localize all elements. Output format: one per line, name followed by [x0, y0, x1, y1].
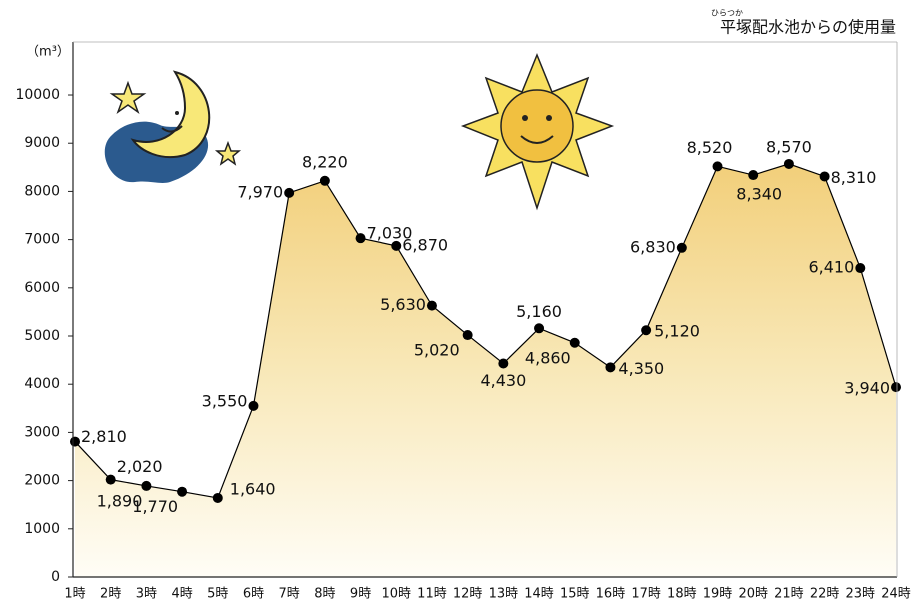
point: [177, 486, 188, 497]
point: [819, 171, 830, 182]
point: [641, 325, 652, 336]
y-tick-label: 3000: [24, 424, 60, 440]
area: [75, 163, 896, 577]
y-tick-label: 5000: [24, 328, 60, 344]
point: [783, 158, 794, 169]
x-tick-label: 6時: [243, 587, 264, 602]
sun-decoration: [460, 53, 615, 211]
y-axis-label: （m³）: [26, 45, 70, 60]
x-tick-label: 7時: [279, 587, 300, 602]
x-tick-label: 13時: [489, 587, 519, 602]
y-tick-label: 8000: [24, 183, 60, 199]
value-label: 3,550: [202, 391, 248, 410]
point: [248, 400, 259, 411]
point: [712, 161, 723, 172]
x-tick-label: 22時: [810, 587, 840, 602]
x-tick-label: 4時: [171, 587, 192, 602]
point: [498, 358, 509, 369]
point: [391, 240, 402, 251]
point: [426, 300, 437, 311]
y-tick-label: 9000: [24, 135, 60, 151]
value-label: 1,640: [230, 479, 276, 498]
value-label: 4,430: [480, 371, 526, 390]
point: [855, 263, 866, 274]
point: [105, 474, 116, 485]
point: [355, 233, 366, 244]
value-label: 8,520: [687, 138, 733, 157]
value-label: 5,120: [654, 322, 700, 341]
value-label: 3,940: [844, 379, 890, 398]
chart-title: 平塚配水池からの使用量: [720, 18, 896, 37]
x-tick-label: 15時: [560, 587, 590, 602]
point: [141, 480, 152, 491]
x-tick-label: 17時: [631, 587, 661, 602]
x-tick-label: 3時: [136, 587, 157, 602]
plot-area: [74, 163, 897, 577]
x-tick-label: 14時: [524, 587, 554, 602]
value-label: 6,870: [402, 235, 448, 254]
title-ruby: ひらつか: [711, 9, 743, 18]
point: [676, 242, 687, 253]
x-tick-label: 1時: [64, 587, 85, 602]
point: [284, 187, 295, 198]
y-tick-label: 2000: [24, 473, 60, 489]
moon-decoration: [104, 70, 242, 183]
x-tick-label: 16時: [596, 587, 626, 602]
point: [605, 362, 616, 373]
value-label: 5,630: [380, 295, 426, 314]
x-tick-label: 10時: [381, 587, 411, 602]
point: [534, 323, 545, 334]
point: [569, 337, 580, 348]
value-label: 5,160: [516, 302, 562, 321]
x-tick-label: 11時: [417, 587, 447, 602]
x-tick-label: 19時: [703, 587, 733, 602]
value-label: 7,970: [237, 182, 283, 201]
value-label: 7,030: [367, 224, 413, 243]
x-tick-label: 20時: [738, 587, 768, 602]
x-tick-label: 12時: [453, 587, 483, 602]
value-label: 6,830: [630, 237, 676, 256]
point: [891, 382, 901, 393]
value-label: 8,570: [766, 137, 812, 156]
value-label: 4,350: [618, 359, 664, 378]
y-tick-label: 10000: [15, 87, 60, 103]
value-label: 8,340: [736, 185, 782, 204]
y-tick-label: 4000: [24, 376, 60, 392]
x-tick-label: 2時: [100, 587, 121, 602]
value-label: 4,860: [525, 348, 571, 367]
x-tick-label: 21時: [774, 587, 804, 602]
value-label: 1,770: [132, 497, 178, 516]
value-label: 6,410: [808, 258, 854, 277]
point: [319, 175, 330, 186]
point: [462, 330, 473, 341]
value-label: 5,020: [414, 341, 460, 360]
y-tick-label: 0: [51, 569, 60, 585]
point: [70, 436, 80, 447]
value-label: 8,310: [831, 168, 877, 187]
point: [212, 492, 223, 503]
y-tick-label: 6000: [24, 280, 60, 296]
x-tick-label: 18時: [667, 587, 697, 602]
x-tick-label: 8時: [314, 587, 335, 602]
y-tick-label: 1000: [24, 521, 60, 537]
value-label: 8,220: [302, 152, 348, 171]
x-tick-label: 24時: [881, 587, 911, 602]
value-label: 2,810: [81, 427, 127, 446]
x-tick-label: 23時: [846, 587, 876, 602]
x-tick-label: 9時: [350, 587, 371, 602]
value-label: 2,020: [117, 457, 163, 476]
value-label: 1,890: [97, 491, 143, 510]
point: [748, 170, 759, 181]
x-tick-label: 5時: [207, 587, 228, 602]
line: [74, 163, 897, 499]
y-tick-label: 7000: [24, 232, 60, 248]
